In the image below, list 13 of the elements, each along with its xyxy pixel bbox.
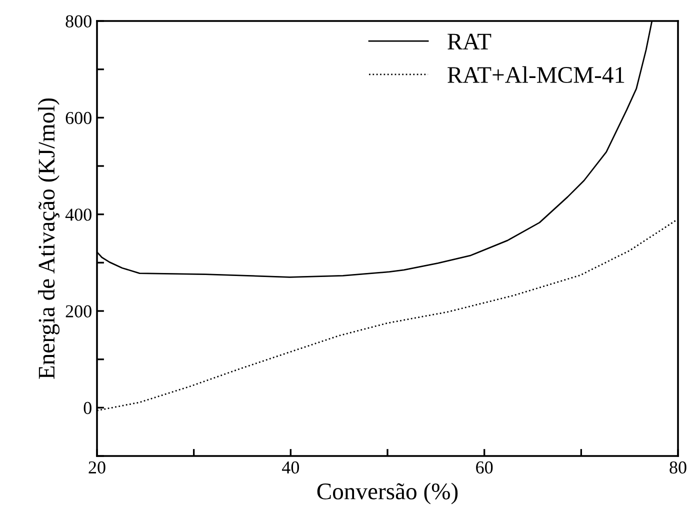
x-axis-title: Conversão (%) [317, 482, 458, 504]
y-tick-label: 0 [84, 402, 92, 414]
x-tick-label: 80 [670, 461, 686, 474]
y-tick-label: 400 [65, 208, 92, 221]
legend-label: RAT [448, 34, 492, 50]
x-tick-label: 40 [282, 461, 300, 474]
y-tick-label: 600 [66, 112, 92, 124]
y-tick-label: 800 [66, 15, 92, 28]
y-axis-title: Energia de Ativação (KJ/mol) [38, 98, 60, 379]
x-tick-label: 20 [88, 461, 106, 474]
legend-label: RAT+Al-MCM-41 [448, 66, 624, 83]
y-tick-label: 200 [66, 305, 92, 318]
x-tick-label: 60 [476, 461, 493, 474]
